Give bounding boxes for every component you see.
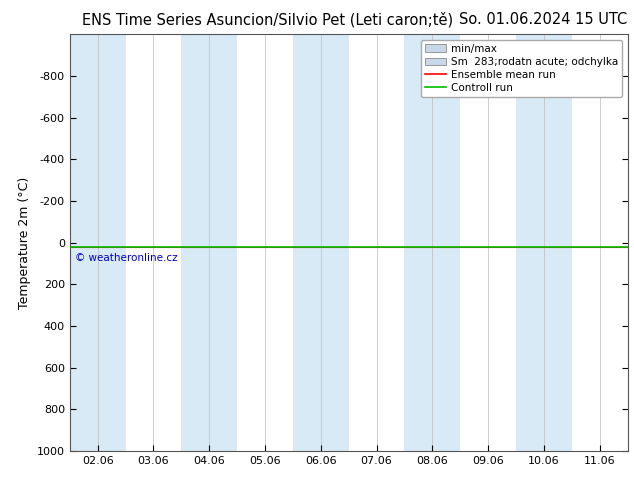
Bar — [404, 34, 460, 451]
Text: ENS Time Series Asuncion/Silvio Pet (Leti caron;tě): ENS Time Series Asuncion/Silvio Pet (Let… — [82, 12, 453, 28]
Bar — [181, 34, 237, 451]
Y-axis label: Temperature 2m (°C): Temperature 2m (°C) — [18, 176, 31, 309]
Legend: min/max, Sm  283;rodatn acute; odchylka, Ensemble mean run, Controll run: min/max, Sm 283;rodatn acute; odchylka, … — [421, 40, 623, 97]
Text: © weatheronline.cz: © weatheronline.cz — [75, 253, 178, 264]
Bar — [70, 34, 126, 451]
Bar — [516, 34, 572, 451]
Bar — [293, 34, 349, 451]
Text: So. 01.06.2024 15 UTC: So. 01.06.2024 15 UTC — [460, 12, 628, 27]
